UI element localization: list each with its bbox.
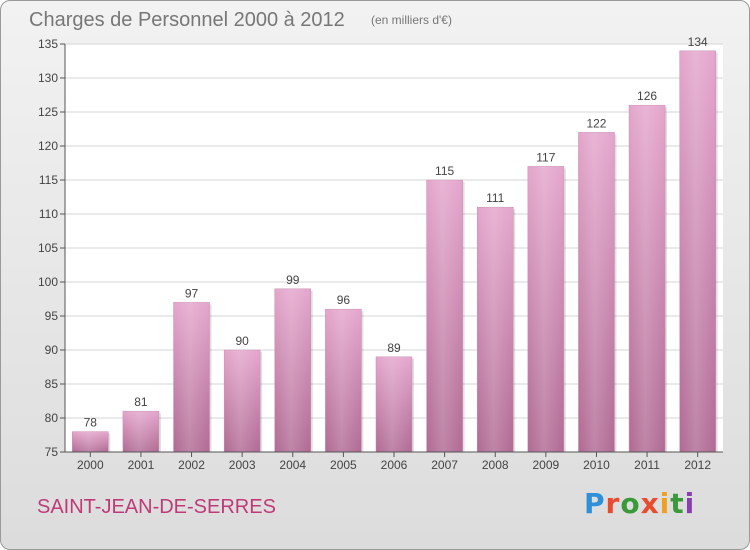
x-tick-label: 2000	[77, 458, 104, 472]
y-tick-label: 90	[45, 343, 59, 357]
x-tick-label: 2010	[583, 458, 610, 472]
data-label: 126	[637, 89, 657, 103]
data-label: 96	[337, 293, 351, 307]
bar-highlight	[578, 132, 615, 452]
y-tick-label: 110	[39, 207, 58, 221]
data-label: 81	[134, 395, 148, 409]
bar-highlight	[274, 288, 311, 452]
x-tick-label: 2007	[431, 458, 458, 472]
data-label: 117	[536, 150, 555, 164]
data-label: 134	[688, 35, 708, 49]
x-tick-label: 2011	[634, 458, 660, 472]
bar-highlight	[629, 105, 666, 452]
y-tick-label: 120	[38, 139, 58, 153]
bars	[72, 50, 718, 453]
chart-title: Charges de Personnel 2000 à 2012	[29, 9, 345, 31]
y-axis: 75 80 85 90 95 100 105 110 115 120 125 130 135	[38, 37, 66, 459]
y-tick-label: 85	[45, 377, 59, 391]
y-tick-label: 135	[38, 37, 58, 51]
x-tick-label: 2006	[381, 458, 408, 472]
chart-subtitle: (en milliers d'€)	[371, 13, 452, 27]
bar-highlight	[325, 309, 362, 452]
y-tick-label: 95	[45, 309, 59, 323]
bar-highlight	[679, 50, 716, 453]
bar-highlight	[173, 302, 210, 452]
y-tick-label: 105	[38, 241, 58, 255]
data-label: 122	[586, 116, 606, 130]
x-tick-label: 2001	[128, 458, 155, 472]
data-label: 78	[84, 416, 98, 430]
x-tick-label: 2003	[229, 458, 256, 472]
y-tick-label: 80	[45, 411, 59, 425]
x-tick-label: 2008	[482, 458, 509, 472]
x-axis: 2000 2001 2002 2003 2004 2005 2006 2007 2008 2009…	[65, 451, 723, 472]
data-label: 115	[435, 164, 454, 178]
place-name: SAINT-JEAN-DE-SERRES	[37, 496, 276, 518]
bar-highlight	[224, 350, 261, 452]
x-tick-label: 2004	[279, 458, 306, 472]
data-label: 89	[387, 341, 401, 355]
data-labels: 78 81 97 90 99 96 89 115 111 117 122 126 134	[84, 35, 708, 430]
x-tick-label: 2002	[178, 458, 205, 472]
data-label: 97	[185, 286, 199, 300]
bar-highlight	[477, 207, 514, 452]
proxiti-logo: Proxiti	[584, 487, 696, 520]
x-tick-label: 2012	[684, 458, 711, 472]
data-label: 99	[286, 273, 300, 287]
x-tick-label: 2005	[330, 458, 357, 472]
y-tick-label: 130	[38, 71, 58, 85]
data-label: 90	[235, 334, 249, 348]
bar-highlight	[72, 431, 109, 452]
y-tick-label: 75	[45, 445, 59, 459]
data-label: 111	[486, 191, 505, 205]
bar-highlight	[376, 356, 412, 452]
bar-highlight	[122, 411, 159, 452]
y-tick-label: 125	[38, 105, 58, 119]
y-tick-label: 100	[38, 275, 58, 289]
x-tick-label: 2009	[532, 458, 559, 472]
bar-highlight	[527, 166, 564, 452]
bar-highlight	[426, 180, 463, 452]
y-tick-label: 115	[39, 173, 58, 187]
